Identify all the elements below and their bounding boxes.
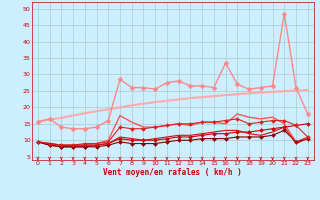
X-axis label: Vent moyen/en rafales ( km/h ): Vent moyen/en rafales ( km/h ) bbox=[103, 168, 242, 177]
